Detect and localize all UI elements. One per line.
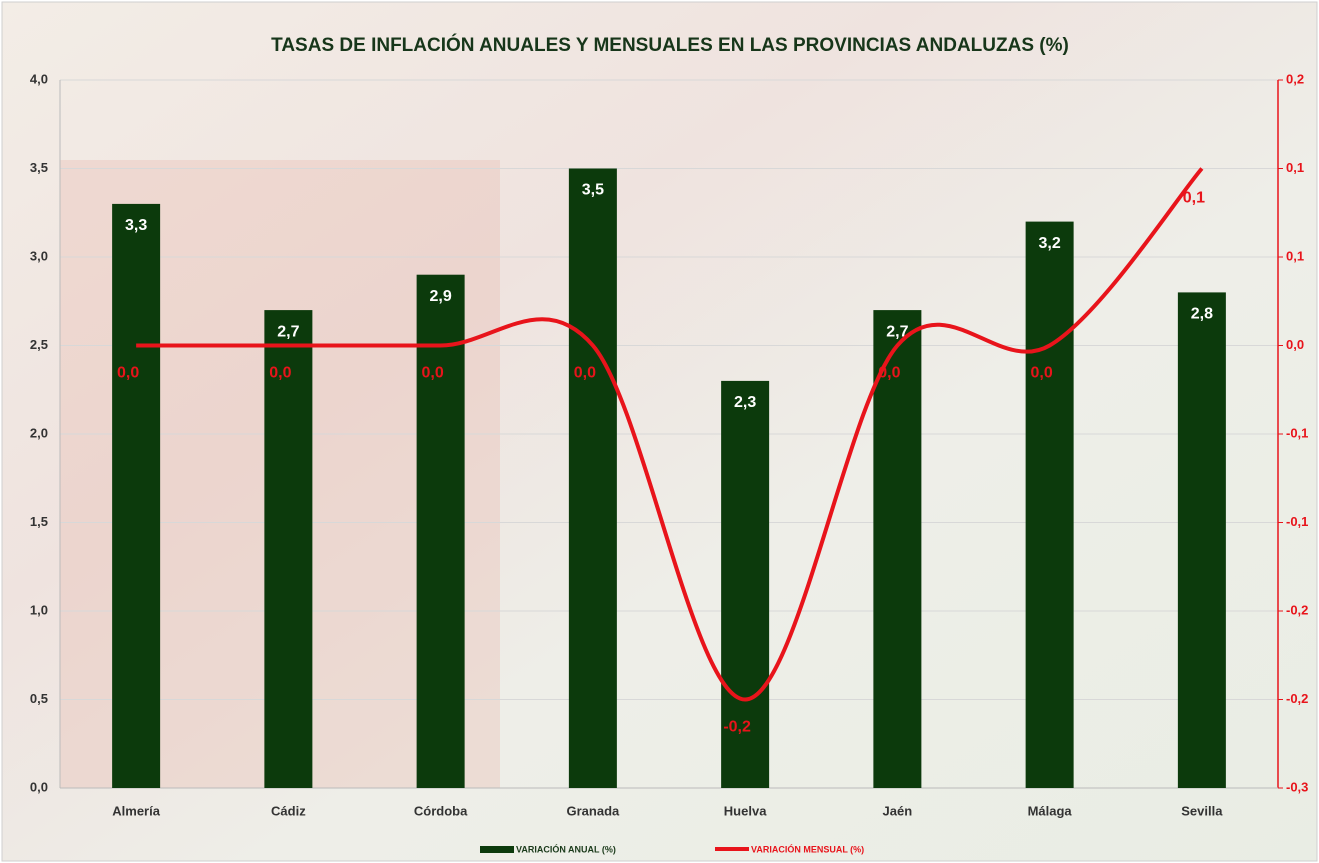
x-tick-label: Cádiz xyxy=(271,803,306,818)
bar xyxy=(1178,292,1226,788)
x-tick-label: Málaga xyxy=(1028,803,1073,818)
x-tick-label: Jaén xyxy=(883,803,913,818)
bar xyxy=(873,310,921,788)
y-tick-label: 2,0 xyxy=(30,425,48,440)
y2-tick-label: -0,3 xyxy=(1286,779,1308,794)
bar xyxy=(1026,222,1074,788)
bar-value-label: 2,9 xyxy=(430,288,452,305)
bar xyxy=(264,310,312,788)
bar xyxy=(112,204,160,788)
y-tick-label: 4,0 xyxy=(30,71,48,86)
line-value-label: 0,0 xyxy=(878,365,900,382)
legend-label: VARIACIÓN MENSUAL (%) xyxy=(751,843,864,854)
legend-swatch xyxy=(480,846,514,853)
line-value-label: 0,0 xyxy=(422,365,444,382)
bar xyxy=(417,275,465,788)
y2-tick-label: 0,2 xyxy=(1286,71,1304,86)
bar-value-label: 3,3 xyxy=(125,217,147,234)
y-tick-label: 1,5 xyxy=(30,514,48,529)
y2-tick-label: 0,0 xyxy=(1286,337,1304,352)
x-tick-label: Huelva xyxy=(724,803,767,818)
y2-tick-label: -0,2 xyxy=(1286,602,1308,617)
bar-value-label: 2,8 xyxy=(1191,306,1213,323)
bar-value-label: 3,5 xyxy=(582,182,604,199)
y-tick-label: 3,5 xyxy=(30,160,48,175)
line-value-label: 0,0 xyxy=(117,365,139,382)
y-tick-label: 0,0 xyxy=(30,779,48,794)
x-tick-label: Almería xyxy=(112,803,160,818)
y-tick-label: 1,0 xyxy=(30,602,48,617)
y2-tick-label: -0,1 xyxy=(1286,425,1308,440)
line-value-label: -0,2 xyxy=(723,719,751,736)
x-tick-label: Granada xyxy=(567,803,621,818)
y-tick-label: 2,5 xyxy=(30,337,48,352)
y-tick-label: 3,0 xyxy=(30,248,48,263)
y2-tick-label: 0,1 xyxy=(1286,160,1304,175)
y2-tick-label: -0,2 xyxy=(1286,691,1308,706)
x-tick-label: Córdoba xyxy=(414,803,468,818)
bar-value-label: 2,3 xyxy=(734,394,756,411)
y2-tick-label: 0,1 xyxy=(1286,248,1304,263)
chart: TASAS DE INFLACIÓN ANUALES Y MENSUALES E… xyxy=(0,0,1319,863)
x-tick-label: Sevilla xyxy=(1181,803,1223,818)
line-value-label: 0,0 xyxy=(1031,365,1053,382)
bar xyxy=(569,169,617,789)
line-value-label: 0,1 xyxy=(1183,190,1205,207)
bar-value-label: 3,2 xyxy=(1039,235,1061,252)
chart-title: TASAS DE INFLACIÓN ANUALES Y MENSUALES E… xyxy=(271,34,1069,56)
line-value-label: 0,0 xyxy=(269,365,291,382)
line-value-label: 0,0 xyxy=(574,365,596,382)
y2-tick-label: -0,1 xyxy=(1286,514,1308,529)
y-tick-label: 0,5 xyxy=(30,691,48,706)
legend-label: VARIACIÓN ANUAL (%) xyxy=(516,843,616,854)
bar-value-label: 2,7 xyxy=(277,323,299,340)
